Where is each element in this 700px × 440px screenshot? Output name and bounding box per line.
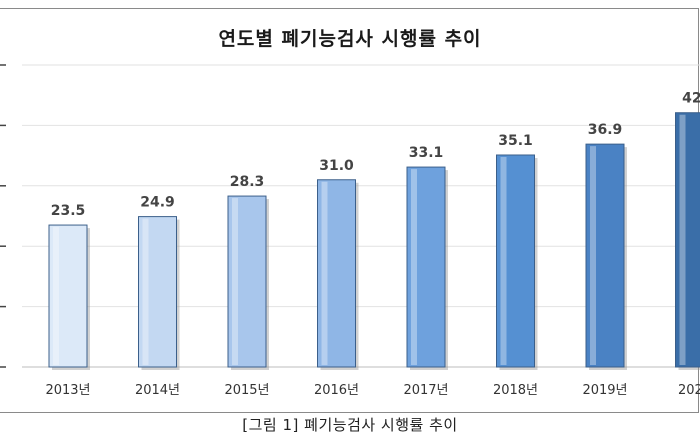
x-tick-label: 2018년 [493, 383, 538, 398]
bar-chart: 23.524.928.331.033.135.136.942. 2013년201… [0, 64, 700, 398]
x-tick-label: 2015년 [224, 383, 269, 398]
bar-highlight [500, 156, 507, 365]
bar-highlight [53, 227, 59, 365]
bar-highlight [590, 146, 596, 365]
bar-highlight [321, 181, 328, 365]
bar-2013년 [48, 224, 88, 368]
bar-highlight [232, 198, 238, 365]
data-label: 42. [682, 91, 700, 107]
x-tick-label: 2013년 [45, 383, 90, 398]
data-label: 24.9 [140, 195, 175, 211]
bar-highlight [411, 169, 417, 365]
x-tick-labels: 2013년 2014년 2015년 2016년 2017년 2018년 2019년 2020 [45, 383, 700, 398]
data-label: 31.0 [319, 158, 354, 174]
bar-highlight [142, 218, 149, 365]
bar-2016년 [317, 179, 356, 368]
x-tick-label: 2020 [678, 383, 700, 398]
bar-2017년 [406, 166, 446, 368]
data-label: 36.9 [588, 122, 623, 138]
data-label: 33.1 [409, 145, 444, 161]
bar-2014년 [138, 216, 177, 368]
x-tick-label: 2017년 [403, 383, 448, 398]
data-labels: 23.5 24.9 28.3 31.0 33.1 35.1 36.9 42. [51, 91, 700, 219]
bar-2015년 [227, 195, 267, 368]
chart-title: 연도별 폐기능검사 시행률 추이 [218, 28, 482, 50]
bars [48, 112, 700, 370]
bar-highlight [679, 114, 686, 365]
x-tick-label: 2014년 [135, 383, 180, 398]
data-label: 23.5 [51, 203, 86, 219]
bar-2018년 [496, 154, 535, 368]
bar-2019년 [585, 143, 625, 368]
x-tick-label: 2019년 [582, 383, 627, 398]
data-label: 35.1 [498, 133, 533, 149]
figure-caption: [그림 1] 폐기능검사 시행률 추이 [242, 416, 458, 434]
data-label: 28.3 [230, 174, 265, 190]
bar-2020 [675, 112, 700, 368]
x-tick-label: 2016년 [314, 383, 359, 398]
